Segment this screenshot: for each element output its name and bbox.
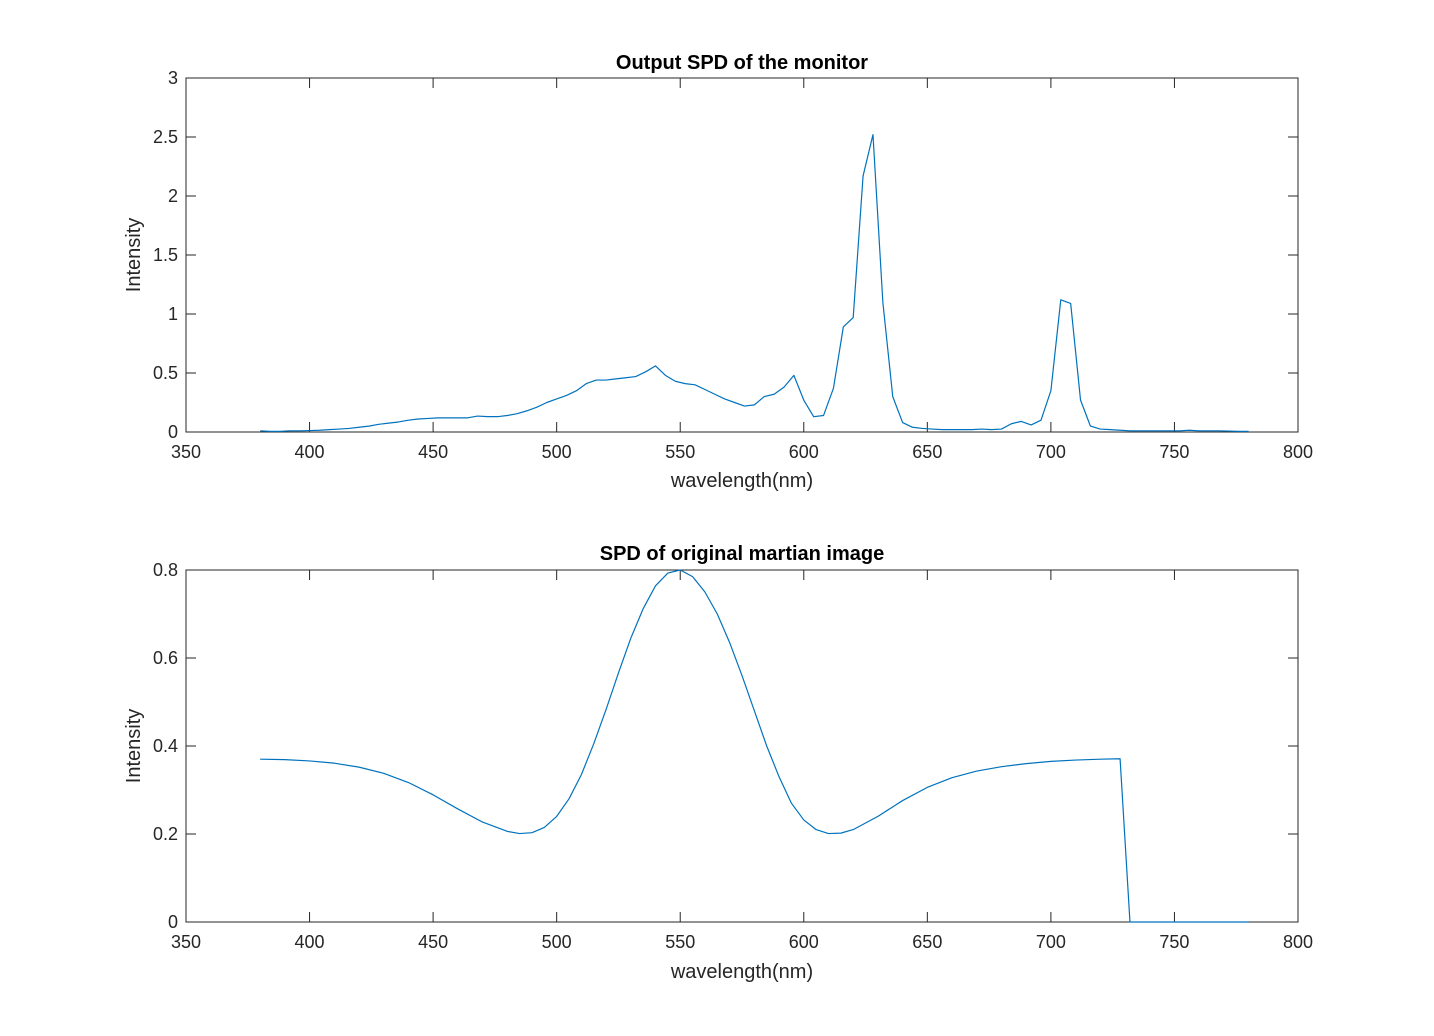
x-tick-label: 350 xyxy=(171,932,201,952)
plot-spd-original-martian: SPD of original martian image wavelength… xyxy=(123,543,1313,983)
y-tick-label: 0 xyxy=(168,912,178,932)
y-tick-label: 1 xyxy=(168,304,178,324)
axes-box xyxy=(185,569,1299,923)
y-tick-label: 0.8 xyxy=(153,560,178,580)
x-tick-label: 550 xyxy=(665,442,695,462)
y-tick-label: 2.5 xyxy=(153,127,178,147)
plot-output-spd-monitor: Output SPD of the monitor wavelength(nm)… xyxy=(123,52,1313,492)
x-tick-label: 650 xyxy=(912,442,942,462)
x-tick-label: 600 xyxy=(789,442,819,462)
x-tick-label: 400 xyxy=(295,442,325,462)
x-tick-label: 550 xyxy=(665,932,695,952)
x-tick-label: 450 xyxy=(418,932,448,952)
y-axis-label: Intensity xyxy=(123,218,145,292)
series-line xyxy=(260,569,1249,923)
x-tick-label: 650 xyxy=(912,932,942,952)
x-tick-label: 700 xyxy=(1036,932,1066,952)
plot-title: Output SPD of the monitor xyxy=(616,52,868,74)
x-tick-label: 600 xyxy=(789,932,819,952)
y-tick-label: 2 xyxy=(168,186,178,206)
x-axis-label: wavelength(nm) xyxy=(670,961,813,983)
x-tick-label: 700 xyxy=(1036,442,1066,462)
x-tick-label: 500 xyxy=(542,932,572,952)
x-tick-label: 500 xyxy=(542,442,572,462)
x-tick-label: 350 xyxy=(171,442,201,462)
axes-box xyxy=(185,77,1299,433)
x-tick-label: 800 xyxy=(1283,442,1313,462)
y-axis-label: Intensity xyxy=(123,709,145,783)
y-tick-label: 3 xyxy=(168,68,178,88)
y-tick-label: 0.4 xyxy=(153,736,178,756)
x-tick-label: 750 xyxy=(1159,932,1189,952)
y-tick-label: 0.6 xyxy=(153,648,178,668)
x-tick-label: 450 xyxy=(418,442,448,462)
plot-title: SPD of original martian image xyxy=(600,543,885,565)
y-tick-label: 0 xyxy=(168,422,178,442)
x-axis-label: wavelength(nm) xyxy=(670,470,813,492)
y-tick-label: 0.5 xyxy=(153,363,178,383)
y-tick-label: 1.5 xyxy=(153,245,178,265)
series-line xyxy=(260,134,1249,433)
x-tick-label: 750 xyxy=(1159,442,1189,462)
y-tick-label: 0.2 xyxy=(153,824,178,844)
x-tick-label: 400 xyxy=(295,932,325,952)
x-tick-label: 800 xyxy=(1283,932,1313,952)
